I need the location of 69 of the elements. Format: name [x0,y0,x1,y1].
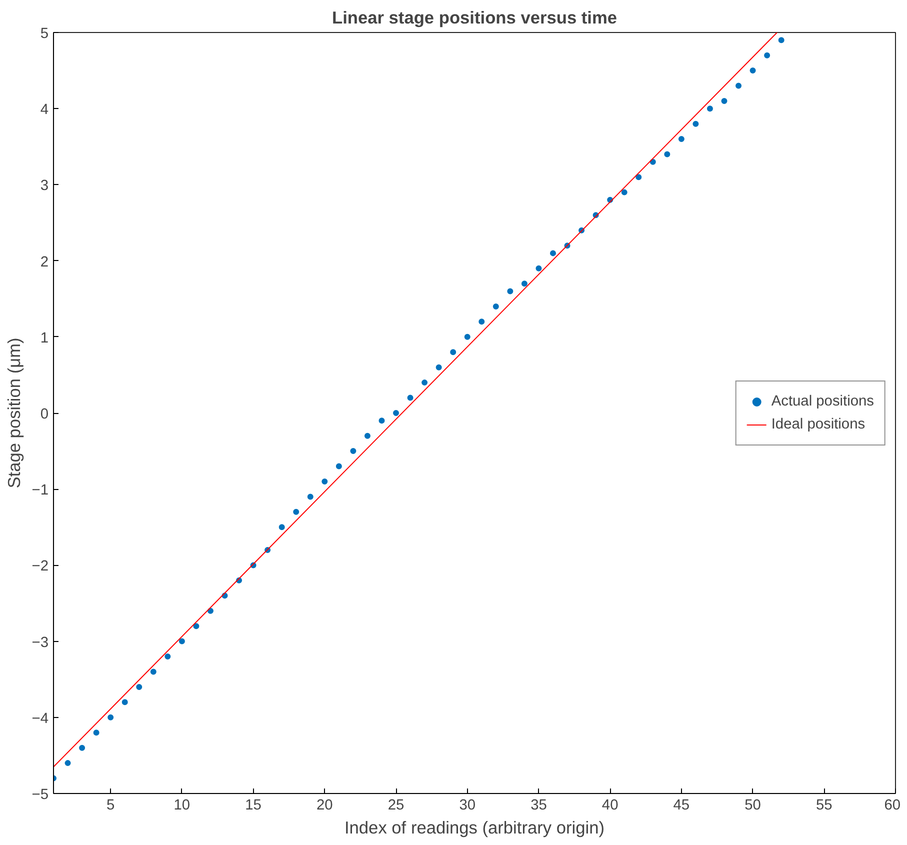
point [79,744,86,751]
y-tick-label: −1 [32,482,49,499]
point [507,288,514,294]
y-axis-title: Stage position (μm) [4,338,24,488]
point [521,280,528,287]
point [436,364,442,370]
x-tick-label: 10 [174,798,190,814]
point [678,136,684,142]
point [136,684,142,690]
point [322,478,328,484]
y-tick-label: −5 [32,787,49,803]
point [164,654,171,660]
point [621,189,628,196]
x-tick-label: 50 [744,798,761,814]
point [393,410,400,416]
y-tick-label: 5 [40,26,49,42]
point [450,349,456,356]
point [692,120,699,127]
point [193,623,200,630]
point [307,494,314,500]
point [178,638,185,644]
y-tick-label: 4 [40,102,49,118]
y-tick-label: −3 [32,634,49,651]
legend-label: Ideal positions [771,416,866,432]
point [536,265,542,272]
point [492,303,499,310]
y-tick-label: 2 [40,254,49,270]
point [706,106,713,112]
point [550,250,556,256]
x-tick-label: 40 [602,798,618,814]
point [378,418,385,424]
point [422,380,428,386]
legend-label: Actual positions [771,393,874,409]
point [764,52,770,58]
point [778,37,784,44]
chart-title: Linear stage positions versus time [332,8,618,28]
point [64,760,71,766]
point [150,668,156,675]
x-tick-label: 5 [106,798,115,814]
y-tick-label: 1 [40,330,49,346]
point [108,714,114,720]
x-tick-label: 60 [884,798,901,814]
point [750,68,756,74]
point [350,448,356,454]
y-tick-label: −4 [32,710,49,727]
point [407,394,414,401]
x-tick-label: 15 [245,798,262,814]
x-axis-title: Index of readings (arbitrary origin) [344,818,605,838]
point [736,82,742,89]
point [364,432,370,439]
point [122,699,128,706]
point [93,730,100,736]
x-tick-label: 25 [388,798,404,814]
x-tick-label: 35 [530,798,547,814]
y-tick-label: 3 [40,178,49,194]
x-tick-label: 20 [316,798,333,814]
x-tick-label: 45 [673,798,690,814]
y-tick-label: 0 [40,406,49,422]
point [664,151,670,158]
point [464,334,470,340]
x-tick-label: 30 [459,798,476,814]
point [636,174,642,180]
y-tick-label: −2 [32,558,49,575]
x-tick-label: 55 [816,798,832,814]
point [478,318,485,325]
point [293,508,300,515]
point [721,98,728,104]
point [278,524,285,530]
point [336,463,342,470]
